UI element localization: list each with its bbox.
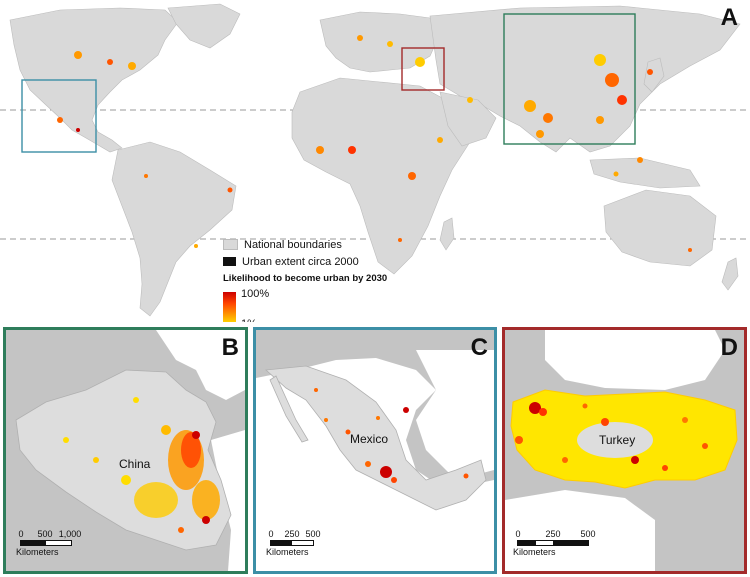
ramp-gradient bbox=[223, 292, 236, 322]
scale-tick-1: 250 bbox=[284, 529, 300, 539]
china-landmass bbox=[15, 369, 232, 551]
scale-tick-0: 0 bbox=[18, 529, 24, 539]
turkey-focus-box bbox=[401, 47, 445, 91]
southeast-asia-islands bbox=[589, 157, 701, 189]
new-zealand-landmass bbox=[721, 257, 739, 291]
map-legend: National boundaries Urban extent circa 2… bbox=[223, 236, 423, 322]
turkey-scale-bar: 0 250 500 Kilometers bbox=[513, 529, 613, 557]
legend-urban-extent: Urban extent circa 2000 bbox=[223, 253, 423, 270]
ramp-max-label: 100% bbox=[241, 288, 270, 300]
turkey-map bbox=[505, 330, 744, 571]
urban-likelihood-hotspots bbox=[57, 35, 692, 252]
scale-tick-1: 500 bbox=[37, 529, 53, 539]
scale-tick-2: 1,000 bbox=[58, 529, 82, 539]
china-map bbox=[6, 330, 245, 571]
legend-national-boundaries-label: National boundaries bbox=[244, 238, 342, 251]
mexico-map bbox=[256, 330, 494, 571]
mexico-focus-box bbox=[21, 79, 97, 153]
likelihood-color-ramp: 100% 1% bbox=[223, 288, 423, 322]
scale-tick-0: 0 bbox=[515, 529, 521, 539]
china-inset-panel: B China 0 500 1,000 Kilometers bbox=[3, 327, 248, 574]
scale-unit-label: Kilometers bbox=[266, 547, 309, 557]
arabian-peninsula-landmass bbox=[439, 91, 497, 147]
mexico-label: Mexico bbox=[350, 432, 389, 446]
turkey-hotspots bbox=[515, 402, 708, 471]
japan-landmass bbox=[643, 57, 665, 93]
panel-letter-d: D bbox=[720, 334, 738, 361]
greenland-landmass bbox=[167, 3, 241, 49]
black-sea bbox=[545, 330, 725, 390]
turkey-inset-panel: D Turkey 0 250 500 Kilometers bbox=[502, 327, 747, 574]
china-scale-bar: 0 500 1,000 Kilometers bbox=[16, 529, 82, 557]
panel-letter-a: A bbox=[720, 4, 738, 31]
mediterranean-sea bbox=[505, 490, 655, 571]
land-swatch bbox=[223, 239, 238, 250]
scale-tick-0: 0 bbox=[268, 529, 274, 539]
turkey-label: Turkey bbox=[599, 433, 636, 447]
baja-california-landmass bbox=[269, 375, 309, 443]
australia-landmass bbox=[603, 189, 717, 267]
world-map-panel: A National boundaries Urban extent circa… bbox=[0, 3, 750, 322]
china-hotspots bbox=[63, 397, 220, 533]
panel-letter-b: B bbox=[221, 334, 239, 361]
legend-national-boundaries: National boundaries bbox=[223, 236, 423, 253]
madagascar-landmass bbox=[439, 217, 455, 251]
scale-tick-2: 500 bbox=[580, 529, 596, 539]
scale-tick-2: 500 bbox=[305, 529, 321, 539]
china-label: China bbox=[119, 457, 151, 471]
world-map bbox=[0, 3, 750, 317]
legend-urban-extent-label: Urban extent circa 2000 bbox=[242, 255, 359, 268]
scale-tick-1: 250 bbox=[545, 529, 561, 539]
europe-landmass bbox=[319, 11, 441, 73]
mexico-hotspots bbox=[314, 388, 469, 483]
scale-unit-label: Kilometers bbox=[513, 547, 556, 557]
mexico-landmass bbox=[265, 365, 487, 511]
legend-likelihood-title: Likelihood to become urban by 2030 bbox=[223, 273, 388, 284]
south-america-landmass bbox=[111, 141, 237, 317]
panel-letter-c: C bbox=[470, 334, 488, 361]
china-focus-box bbox=[503, 13, 636, 145]
urban-swatch bbox=[223, 257, 236, 266]
ramp-min-label: 1% bbox=[241, 318, 257, 322]
scale-unit-label: Kilometers bbox=[16, 547, 59, 557]
mexico-inset-panel: C Mexico 0 250 500 Kilometers bbox=[253, 327, 497, 574]
mexico-scale-bar: 0 250 500 Kilometers bbox=[266, 529, 330, 557]
